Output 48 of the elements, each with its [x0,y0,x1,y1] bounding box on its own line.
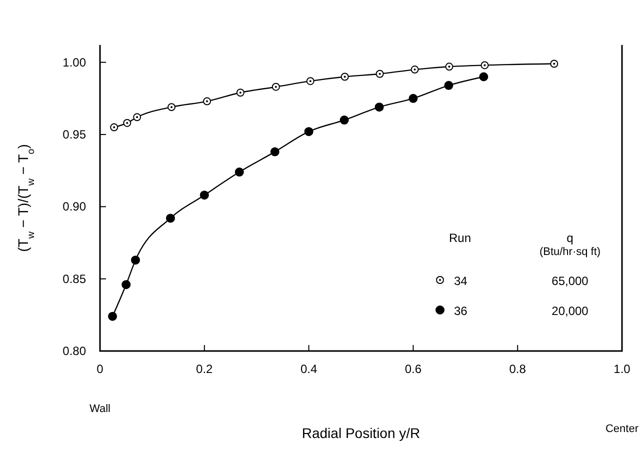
point [203,97,212,106]
x-tick-label: 0.6 [404,362,422,376]
annotation: (Btu/hr·sq ft) [539,246,601,258]
point [304,127,314,136]
x-tick-label: 0 [96,362,104,376]
point [123,118,132,127]
x-tick-label: 0.8 [509,362,526,376]
point [110,123,118,132]
point [122,280,131,290]
x-tick-label: 0.4 [300,362,318,376]
y-tick-label: 0.80 [62,344,86,358]
point [340,72,349,81]
point [234,168,244,177]
point [272,82,280,91]
x-axis-title: Radial Position y/R [302,425,420,441]
point [236,88,244,97]
point [376,70,384,78]
text: Center [605,423,639,435]
y-tick-label: 1.00 [62,55,86,70]
point [550,60,558,68]
point [340,116,349,125]
annotation: 20,000 [552,304,589,318]
point [410,66,419,74]
y-tick-label: 0.85 [62,272,86,286]
annotation: 65,000 [552,274,589,288]
legend-label: 36 [454,304,468,318]
point [374,102,384,112]
legend-title: Run [448,231,472,245]
point [200,190,209,200]
point [108,312,118,321]
y-tick-label: 0.90 [62,200,86,214]
annotation: q [566,231,574,245]
point [444,80,454,90]
point [166,214,175,223]
point [168,103,176,112]
point [130,256,140,265]
x-tick-label: 1.0 [614,362,631,376]
x-tick-label: 0.2 [196,362,214,376]
text: Wall [90,403,110,415]
point [270,147,280,156]
point [306,77,314,86]
point [133,113,142,122]
point [479,72,488,82]
point [480,61,489,70]
legend-label: 34 [454,274,468,288]
y-tick-label: 0.95 [62,127,86,142]
point [408,94,418,103]
point [445,62,454,71]
